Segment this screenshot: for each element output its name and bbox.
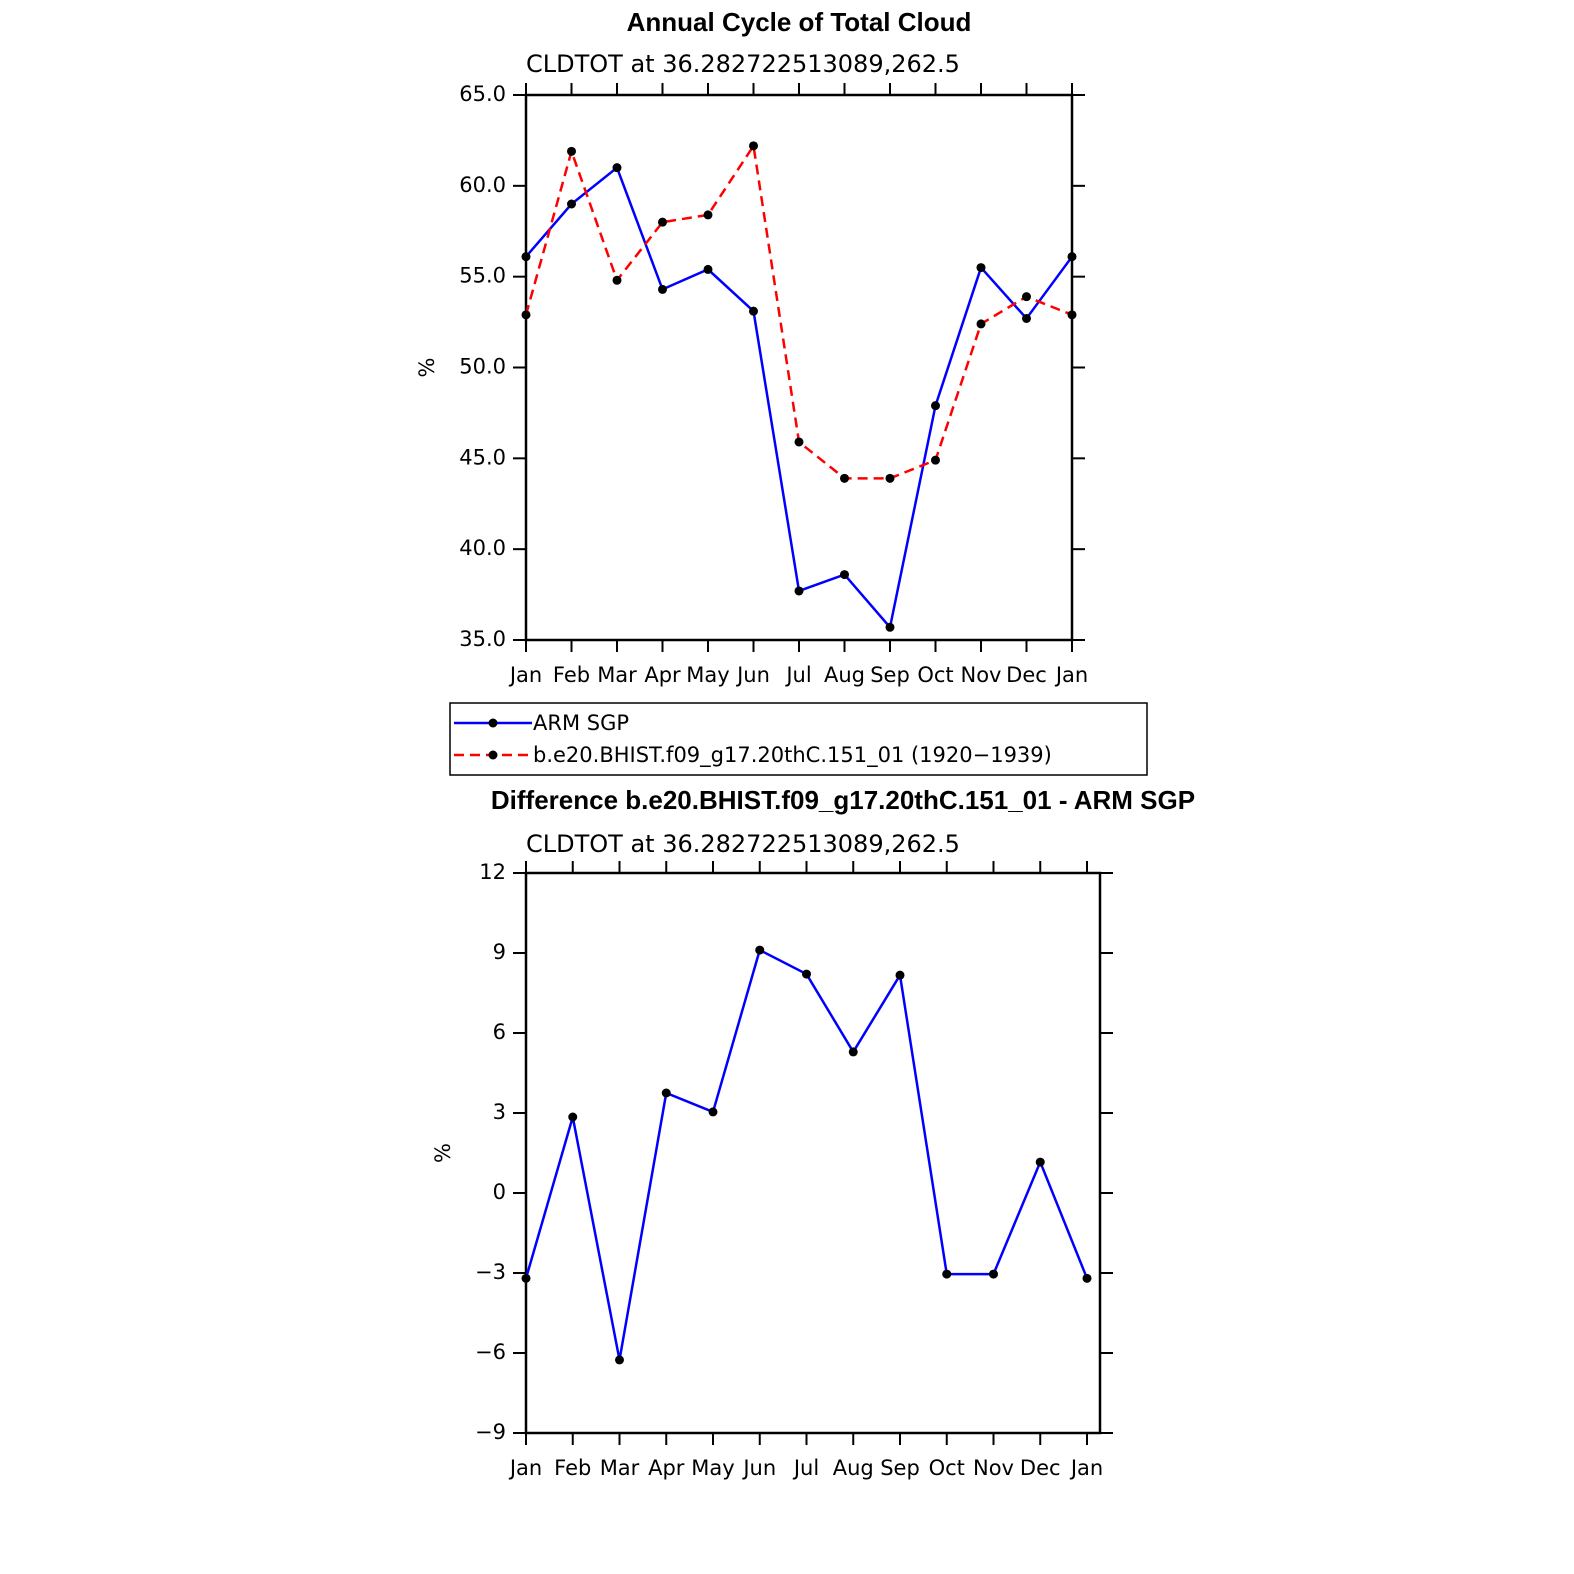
x-tick-label: Nov xyxy=(961,663,1002,687)
data-point xyxy=(802,969,811,979)
x-tick-label: Jun xyxy=(741,1456,776,1480)
x-tick-label: Aug xyxy=(833,1456,874,1480)
legend-label: ARM SGP xyxy=(533,711,629,735)
x-tick-label: Sep xyxy=(880,1456,920,1480)
y-tick-label: 40.0 xyxy=(459,536,506,560)
x-tick-label: May xyxy=(691,1456,734,1480)
data-point xyxy=(840,570,849,580)
y-tick-label: 9 xyxy=(493,940,506,964)
chart-subtitle: CLDTOT at 36.282722513089,262.5 xyxy=(526,50,960,78)
x-tick-label: Mar xyxy=(597,663,637,687)
y-tick-label: 55.0 xyxy=(459,264,506,288)
data-point xyxy=(661,1088,671,1098)
data-point xyxy=(567,146,576,156)
x-tick-label: Aug xyxy=(824,663,865,687)
data-point xyxy=(931,455,940,465)
data-point xyxy=(1067,310,1077,320)
x-tick-label: Nov xyxy=(973,1456,1014,1480)
data-point xyxy=(612,275,622,285)
legend-marker xyxy=(488,718,498,728)
legend-label: b.e20.BHIST.f09_g17.20thC.151_01 (1920−1… xyxy=(533,743,1052,768)
y-tick-label: 45.0 xyxy=(459,445,506,469)
x-tick-label: Oct xyxy=(929,1456,965,1480)
series-line xyxy=(524,142,1073,480)
data-point xyxy=(989,1269,998,1279)
y-tick-label: −6 xyxy=(475,1340,506,1364)
data-point xyxy=(848,1047,858,1057)
data-point xyxy=(658,284,667,294)
data-point xyxy=(794,437,804,447)
x-tick-label: Jan xyxy=(508,1456,542,1480)
chart-subtitle: CLDTOT at 36.282722513089,262.5 xyxy=(526,830,960,858)
data-point xyxy=(885,473,895,483)
data-point xyxy=(749,141,758,151)
x-tick-label: Jan xyxy=(1069,1456,1103,1480)
y-tick-label: −3 xyxy=(475,1260,506,1284)
y-tick-label: 6 xyxy=(493,1020,506,1044)
y-axis-label: % xyxy=(431,1143,455,1163)
x-tick-label: Jun xyxy=(735,663,770,687)
legend-marker xyxy=(488,750,498,760)
data-point xyxy=(931,401,940,411)
data-point xyxy=(885,622,895,632)
x-tick-label: Jan xyxy=(1054,663,1088,687)
x-tick-label: Sep xyxy=(870,663,910,687)
x-tick-label: Jul xyxy=(792,1456,819,1480)
data-point xyxy=(942,1269,952,1279)
x-tick-label: Jul xyxy=(784,663,811,687)
y-tick-label: 65.0 xyxy=(459,82,506,106)
data-point xyxy=(1082,1273,1092,1283)
data-point xyxy=(755,945,765,955)
y-tick-label: 60.0 xyxy=(459,173,506,197)
data-point xyxy=(703,264,713,274)
y-tick-label: −9 xyxy=(475,1420,506,1444)
x-tick-label: Feb xyxy=(554,1456,591,1480)
series-line xyxy=(524,948,1089,1361)
data-point xyxy=(658,217,667,227)
y-tick-label: 50.0 xyxy=(459,355,506,379)
x-tick-label: May xyxy=(686,663,729,687)
data-point xyxy=(895,970,905,980)
data-point xyxy=(521,310,531,320)
legend-box xyxy=(449,702,1148,776)
chart-title: Difference b.e20.BHIST.f09_g17.20thC.151… xyxy=(491,785,1195,815)
x-tick-label: Jan xyxy=(508,663,542,687)
data-point xyxy=(1022,313,1031,323)
data-point xyxy=(615,1355,624,1365)
y-axis-label: % xyxy=(415,358,439,378)
plot-frame xyxy=(524,871,1102,1435)
data-point xyxy=(976,263,986,273)
data-point xyxy=(521,252,531,262)
y-tick-label: 35.0 xyxy=(459,627,506,651)
data-point xyxy=(567,199,576,209)
x-tick-label: Apr xyxy=(648,1456,685,1480)
x-tick-label: Mar xyxy=(600,1456,640,1480)
data-point xyxy=(703,210,713,220)
data-point xyxy=(568,1112,578,1122)
data-point xyxy=(1035,1157,1045,1167)
data-point xyxy=(749,306,758,316)
x-tick-label: Dec xyxy=(1006,663,1047,687)
y-tick-label: 0 xyxy=(493,1180,506,1204)
data-point xyxy=(521,1273,531,1283)
data-point xyxy=(1067,252,1077,262)
data-point xyxy=(612,163,622,173)
x-tick-label: Dec xyxy=(1020,1456,1061,1480)
series-line xyxy=(525,165,1074,631)
data-point xyxy=(976,319,986,329)
data-point xyxy=(794,586,804,596)
x-tick-label: Feb xyxy=(553,663,590,687)
chart-title: Annual Cycle of Total Cloud xyxy=(627,7,972,37)
plot-frame xyxy=(524,93,1074,642)
x-tick-label: Oct xyxy=(917,663,953,687)
data-point xyxy=(840,473,849,483)
y-tick-label: 3 xyxy=(493,1100,506,1124)
data-point xyxy=(1022,292,1031,302)
x-tick-label: Apr xyxy=(644,663,681,687)
y-tick-label: 12 xyxy=(479,860,506,884)
data-point xyxy=(708,1107,718,1117)
